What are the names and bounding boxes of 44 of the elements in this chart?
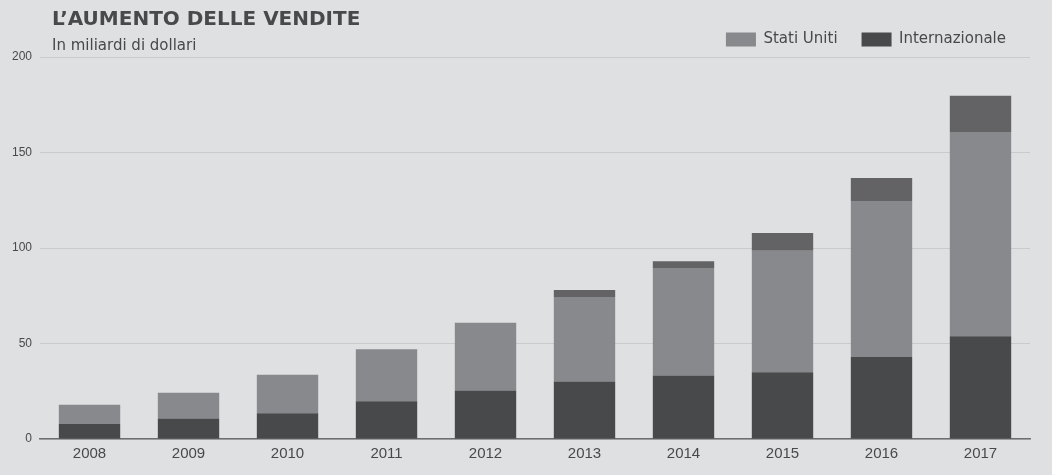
bar <box>553 290 616 297</box>
y-tick-label: 100 <box>11 240 33 255</box>
bar <box>949 336 1012 439</box>
bar <box>652 261 715 269</box>
bar <box>850 201 913 358</box>
y-tick-label: 0 <box>25 431 33 446</box>
bar <box>652 375 715 439</box>
bar <box>58 404 121 424</box>
x-tick-label: 2015 <box>765 444 800 462</box>
bar <box>58 423 121 439</box>
bar <box>256 374 319 414</box>
chart-title: L’AUMENTO DELLE VENDITE <box>52 6 361 30</box>
bar <box>355 401 418 439</box>
bar <box>355 349 418 402</box>
chart-subtitle: In miliardi di dollari <box>52 36 198 54</box>
legend-label: Stati Uniti <box>763 29 838 48</box>
x-tick-label: 2014 <box>666 444 701 462</box>
bar <box>157 418 220 439</box>
bar <box>454 322 517 391</box>
x-tick-label: 2008 <box>72 444 107 462</box>
bar <box>751 372 814 439</box>
x-tick-label: 2012 <box>468 444 503 462</box>
bar <box>256 413 319 439</box>
x-tick-label: 2016 <box>864 444 899 462</box>
y-tick-label: 150 <box>11 144 33 159</box>
x-tick-label: 2013 <box>567 444 602 462</box>
bar <box>751 250 814 373</box>
legend-label: Internazionale <box>899 29 1007 48</box>
x-tick-label: 2011 <box>370 444 403 462</box>
x-tick-label: 2017 <box>963 444 998 462</box>
bar <box>850 177 913 202</box>
x-tick-label: 2009 <box>171 444 206 462</box>
bar <box>652 268 715 376</box>
bar <box>850 357 913 439</box>
bar <box>553 296 616 382</box>
bar <box>751 232 814 251</box>
bar <box>454 390 517 439</box>
x-tick-label: 2010 <box>270 444 305 462</box>
y-tick-label: 50 <box>18 335 33 350</box>
y-tick-label: 200 <box>11 49 33 64</box>
bar <box>949 95 1012 133</box>
bar <box>949 132 1012 337</box>
bar <box>553 381 616 439</box>
bar <box>157 392 220 419</box>
